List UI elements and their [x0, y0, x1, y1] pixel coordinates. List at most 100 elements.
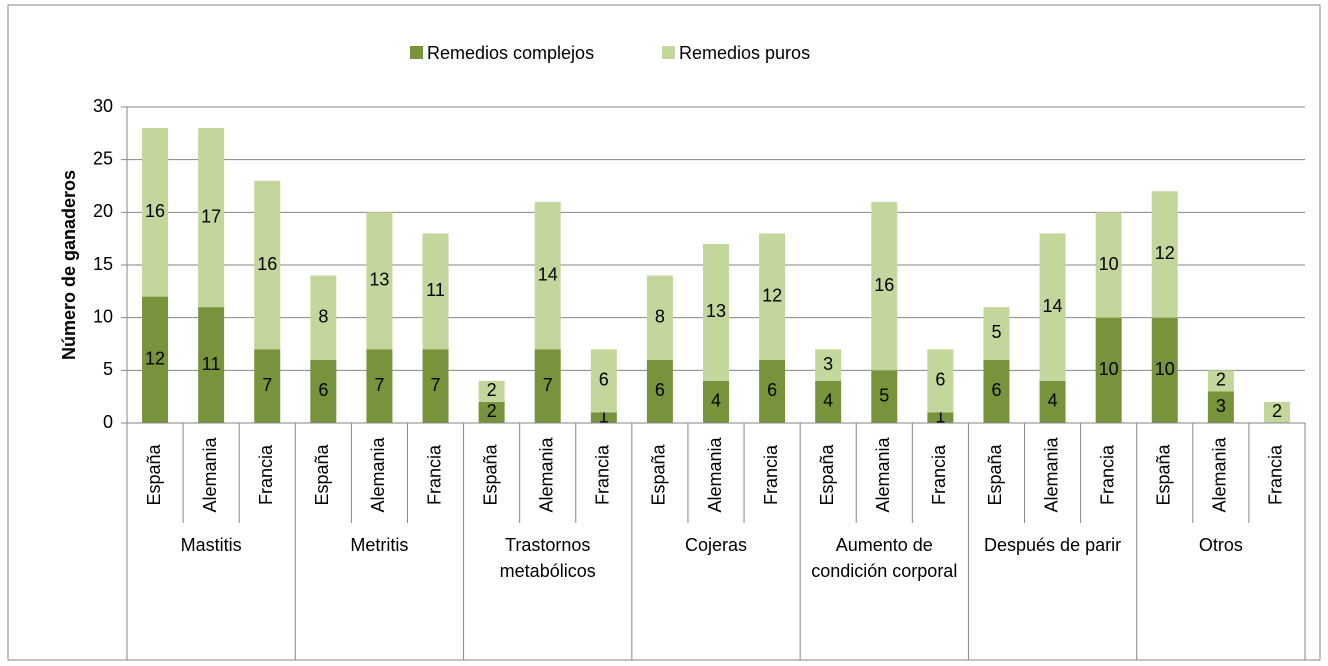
data-label: 6: [655, 380, 665, 400]
data-label: 6: [935, 370, 945, 390]
bar-segment: [1039, 380, 1066, 423]
data-label: 5: [879, 385, 889, 405]
bar-segment: [422, 233, 449, 350]
data-label: 8: [655, 306, 665, 326]
data-label: 2: [487, 401, 497, 421]
data-label: 7: [431, 375, 441, 395]
group-label: Metritis: [350, 535, 409, 555]
y-tick-label: 30: [93, 96, 113, 116]
x-tick-label: España: [817, 443, 837, 505]
data-label: 3: [823, 354, 833, 374]
group-label: Otros: [1198, 535, 1243, 555]
x-tick-label: Alemania: [1041, 436, 1061, 512]
data-label: 3: [1216, 396, 1226, 416]
legend-label: Remedios puros: [679, 43, 810, 63]
bar-segment: [1207, 370, 1234, 392]
y-tick-label: 0: [103, 412, 113, 432]
bar-segment: [1095, 317, 1122, 423]
data-label: 10: [1155, 359, 1175, 379]
data-label: 8: [318, 306, 328, 326]
bar-segment: [1039, 233, 1066, 381]
x-tick-label: Alemania: [873, 436, 893, 512]
data-label: 10: [1099, 254, 1119, 274]
x-tick-label: Alemania: [368, 436, 388, 512]
legend-label: Remedios complejos: [427, 43, 594, 63]
bar-segment: [983, 307, 1010, 360]
bar-segment: [422, 349, 449, 423]
data-label: 12: [762, 285, 782, 305]
bar-segment: [142, 128, 169, 297]
data-label: 7: [543, 375, 553, 395]
bar-segment: [198, 128, 225, 308]
bar-segment: [534, 201, 561, 350]
bar-segment: [983, 359, 1010, 423]
bar-segment: [254, 180, 281, 350]
data-label: 13: [369, 270, 389, 290]
data-label: 6: [991, 380, 1001, 400]
data-label: 1: [599, 406, 609, 426]
x-tick-label: Francia: [1097, 444, 1117, 505]
bar-segment: [703, 243, 729, 381]
y-tick-label: 20: [93, 201, 113, 221]
group-label: Trastornos metabólicos: [499, 535, 596, 581]
bar-segment: [366, 349, 393, 423]
bar-segment: [310, 275, 337, 360]
bar-segment: [646, 359, 673, 423]
bar-segment: [590, 349, 617, 413]
data-label: 2: [487, 380, 497, 400]
bar-segment: [871, 370, 898, 423]
group-label: Mastitis: [180, 535, 242, 555]
bar-segment: [366, 212, 393, 350]
bar-segment: [310, 359, 337, 423]
x-tick-label: España: [144, 443, 164, 505]
x-tick-label: España: [480, 443, 500, 505]
bar-segment: [254, 349, 281, 423]
x-tick-label: Alemania: [536, 436, 556, 512]
bar-segment: [1263, 401, 1290, 423]
bar-segment: [759, 359, 786, 423]
bar-segment: [1151, 191, 1178, 318]
x-tick-label: España: [649, 443, 669, 505]
data-label: 2: [1216, 370, 1226, 390]
x-tick-label: Francia: [424, 444, 444, 505]
data-label: 6: [767, 380, 777, 400]
x-tick-label: España: [985, 443, 1005, 505]
y-tick-label: 10: [93, 306, 113, 326]
data-label: 4: [711, 391, 721, 411]
data-label: 6: [318, 380, 328, 400]
data-label: 11: [426, 280, 445, 300]
bar-segment: [1095, 212, 1122, 318]
bar-segment: [815, 349, 842, 381]
x-tick-label: Alemania: [200, 436, 220, 512]
bar-segment: [927, 412, 954, 423]
group-label: Aumento de condición corporal: [811, 535, 958, 581]
bar-segment: [927, 349, 954, 413]
data-label: 16: [145, 201, 165, 221]
data-label: 4: [823, 391, 833, 411]
data-label: 6: [599, 370, 609, 390]
x-tick-label: Francia: [1266, 444, 1286, 505]
group-label: Cojeras: [684, 535, 747, 555]
data-label: 12: [1155, 243, 1175, 263]
bar-segment: [759, 233, 786, 360]
x-tick-label: Francia: [929, 444, 949, 505]
data-label: 1: [935, 406, 945, 426]
data-label: 7: [374, 375, 384, 395]
x-tick-label: Francia: [593, 444, 613, 505]
data-label: 16: [874, 275, 894, 295]
data-label: 7: [262, 375, 272, 395]
bar-segment: [871, 201, 898, 371]
chart-border: [7, 4, 1321, 661]
y-tick-label: 25: [93, 148, 113, 168]
legend-swatch: [410, 46, 423, 59]
bar-segment: [815, 380, 842, 423]
data-label: 2: [1272, 401, 1282, 421]
bar-segment: [590, 412, 617, 423]
data-label: 5: [991, 322, 1001, 342]
bar-segment: [703, 380, 729, 423]
x-tick-label: Francia: [761, 444, 781, 505]
legend-swatch: [662, 46, 675, 59]
data-label: 11: [202, 354, 221, 374]
x-tick-label: Alemania: [705, 436, 725, 512]
